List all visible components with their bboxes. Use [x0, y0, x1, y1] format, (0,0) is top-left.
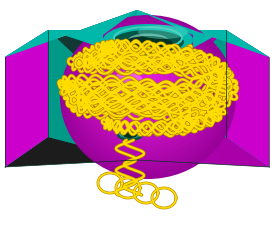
Ellipse shape [123, 36, 173, 52]
Ellipse shape [98, 51, 189, 136]
Ellipse shape [119, 71, 161, 111]
Ellipse shape [112, 30, 184, 54]
Ellipse shape [62, 16, 234, 177]
Ellipse shape [132, 83, 146, 96]
Ellipse shape [110, 62, 173, 122]
Polygon shape [226, 30, 269, 167]
Polygon shape [48, 137, 226, 160]
Polygon shape [5, 30, 48, 167]
Ellipse shape [68, 22, 226, 170]
Ellipse shape [66, 21, 228, 172]
Ellipse shape [79, 33, 212, 158]
Ellipse shape [71, 25, 222, 166]
Ellipse shape [99, 52, 187, 134]
Ellipse shape [128, 34, 168, 47]
Ellipse shape [115, 67, 167, 116]
Ellipse shape [88, 42, 201, 147]
Ellipse shape [104, 56, 181, 129]
Ellipse shape [121, 73, 159, 109]
Ellipse shape [65, 19, 230, 174]
Ellipse shape [87, 40, 203, 148]
Ellipse shape [116, 68, 165, 114]
Ellipse shape [73, 27, 220, 165]
Ellipse shape [69, 24, 224, 168]
Polygon shape [48, 30, 226, 160]
Ellipse shape [123, 132, 137, 138]
Ellipse shape [105, 58, 179, 127]
Ellipse shape [125, 77, 154, 104]
Ellipse shape [107, 59, 177, 125]
Ellipse shape [138, 25, 188, 39]
Ellipse shape [130, 82, 148, 98]
Ellipse shape [94, 47, 193, 140]
Polygon shape [137, 10, 269, 167]
Ellipse shape [124, 76, 156, 105]
Polygon shape [5, 10, 269, 57]
Ellipse shape [113, 65, 169, 118]
Polygon shape [5, 10, 137, 113]
Ellipse shape [63, 18, 232, 176]
Ellipse shape [135, 86, 142, 93]
Ellipse shape [119, 130, 141, 139]
Polygon shape [5, 30, 48, 167]
Ellipse shape [103, 24, 193, 56]
Ellipse shape [76, 30, 216, 161]
Ellipse shape [122, 74, 158, 107]
Ellipse shape [101, 54, 185, 132]
Ellipse shape [118, 70, 164, 112]
Ellipse shape [121, 131, 139, 139]
Polygon shape [226, 30, 269, 167]
Ellipse shape [117, 129, 143, 141]
Ellipse shape [80, 34, 210, 156]
Ellipse shape [93, 46, 195, 141]
Polygon shape [5, 10, 137, 57]
Ellipse shape [90, 43, 199, 145]
Ellipse shape [85, 39, 205, 150]
Ellipse shape [60, 15, 236, 179]
Polygon shape [137, 10, 269, 57]
Ellipse shape [102, 55, 183, 130]
Ellipse shape [77, 31, 215, 159]
Ellipse shape [91, 45, 197, 143]
Ellipse shape [112, 64, 171, 120]
Ellipse shape [74, 28, 218, 163]
Ellipse shape [82, 36, 209, 154]
Ellipse shape [127, 79, 152, 102]
Ellipse shape [96, 49, 191, 138]
Ellipse shape [133, 85, 144, 94]
Ellipse shape [129, 80, 150, 100]
Ellipse shape [113, 71, 143, 93]
Ellipse shape [83, 37, 207, 152]
Ellipse shape [108, 61, 175, 123]
Ellipse shape [136, 88, 140, 91]
Polygon shape [5, 10, 137, 167]
